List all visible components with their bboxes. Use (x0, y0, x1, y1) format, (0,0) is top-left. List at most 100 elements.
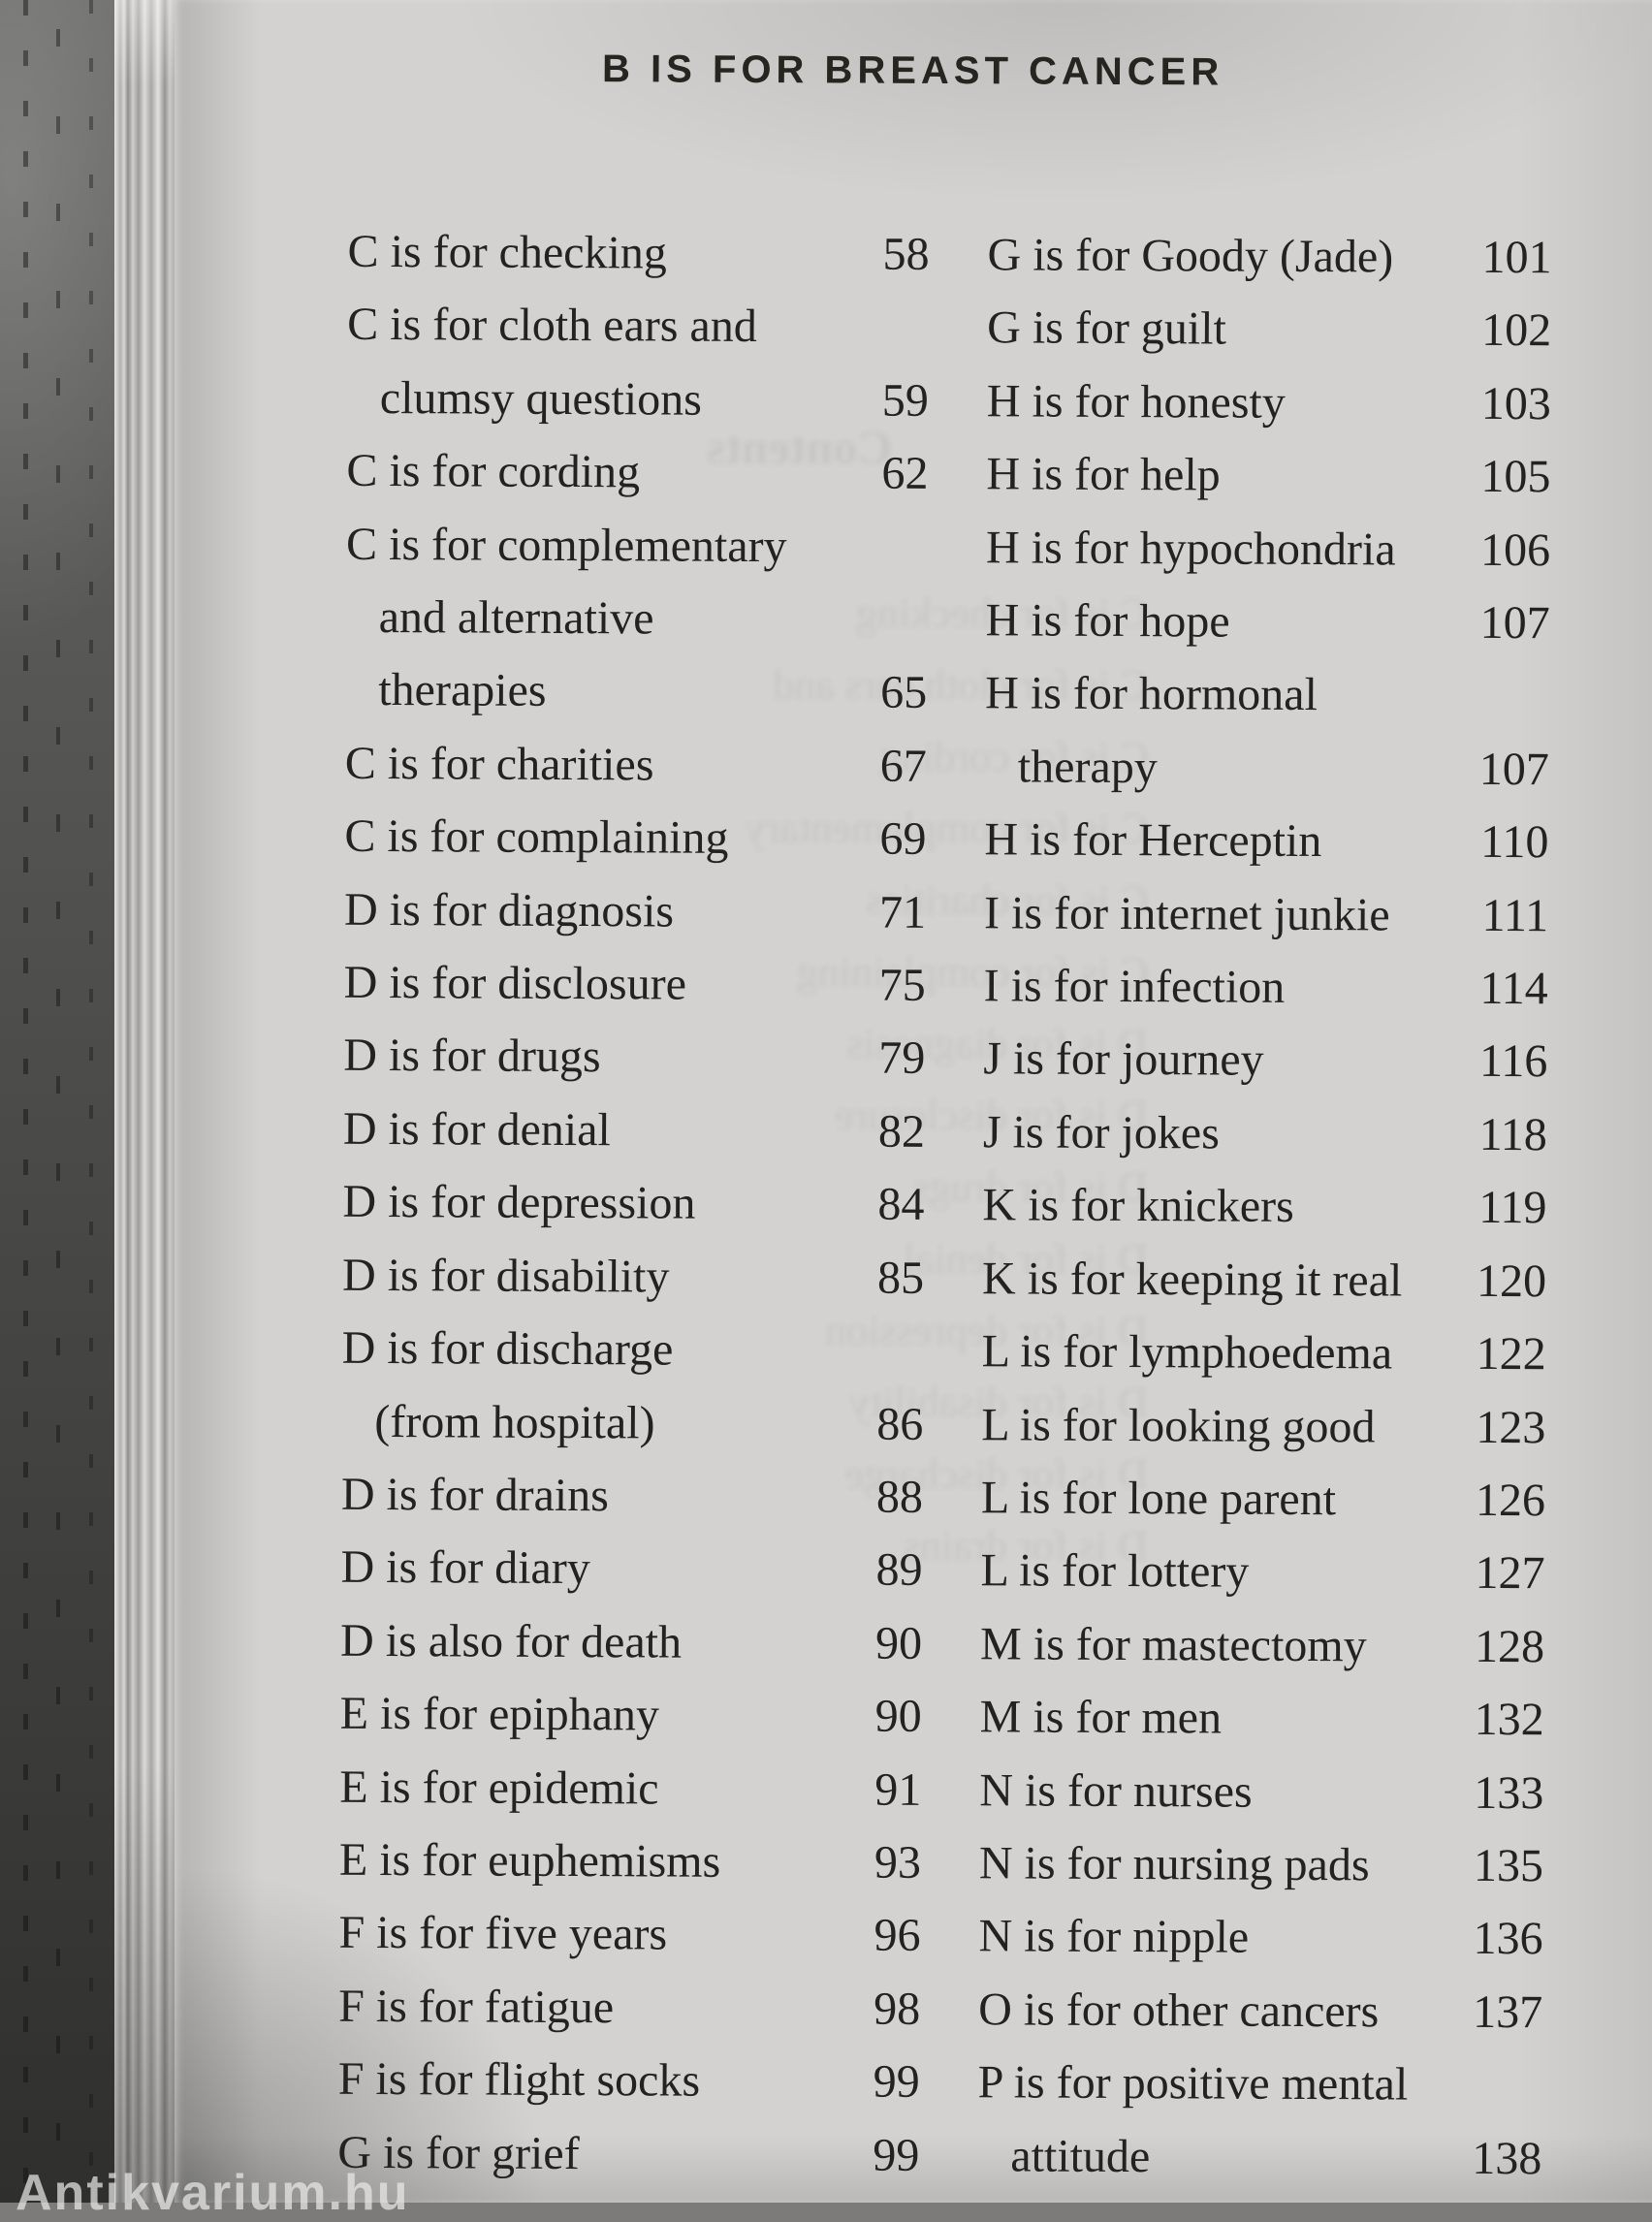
toc-entry: C is for complaining 69 (344, 800, 926, 876)
toc-line: L is for lottery 127 (980, 1535, 1544, 1610)
toc-entry-page: 118 (1478, 1108, 1548, 1161)
toc-entry-page: 99 (873, 2129, 920, 2181)
toc-entry-text: G is for Goody (Jade) (987, 229, 1394, 283)
toc-entry-text: C is for complementary (345, 518, 787, 572)
toc-line: E is for epidemic 91 (339, 1750, 921, 1826)
toc-line: G is for guilt 102 (987, 292, 1551, 367)
toc-entry: K is for knickers 119 (982, 1169, 1546, 1245)
toc-entry-page: 84 (877, 1178, 925, 1231)
toc-entry-text: (from hospital) (374, 1395, 655, 1448)
toc-entry: I is for infection 114 (983, 949, 1548, 1025)
toc-entry-page: 128 (1474, 1620, 1545, 1672)
toc-entry-text: O is for other cancers (978, 1983, 1380, 2038)
toc-entry-text: C is for complaining (344, 810, 729, 865)
toc-entry-page: 136 (1473, 1913, 1543, 1965)
toc-entry: C is for charities 67 (345, 727, 927, 804)
toc-line: D is for drugs 79 (343, 1019, 925, 1095)
toc-line: attitude 138 (977, 2119, 1541, 2195)
toc-entry-page: 116 (1478, 1035, 1548, 1088)
toc-entry: H is for Herceptin 110 (984, 803, 1548, 878)
toc-entry: E is for euphemisms 93 (339, 1824, 921, 1900)
toc-entry-text: D is for diary (340, 1541, 590, 1595)
toc-line: H is for help 105 (986, 437, 1550, 513)
toc-line: F is for five years 96 (338, 1896, 920, 1973)
toc-entry-page: 69 (879, 812, 927, 866)
toc-line: N is for nursing pads 135 (979, 1826, 1543, 1902)
toc-line: C is for charities 67 (345, 727, 927, 804)
toc-entry: D is for diagnosis 71 (344, 873, 926, 949)
toc-entry: N is for nurses 133 (979, 1754, 1543, 1829)
toc-line: H is for hormonal (985, 657, 1549, 733)
toc-entry: H is for hope 107 (985, 584, 1550, 659)
toc-line: O is for other cancers 137 (978, 1973, 1542, 2048)
toc-entry: L is for lone parent 126 (981, 1461, 1545, 1537)
toc-entry: L is for lottery 127 (980, 1535, 1544, 1610)
toc-line: D is for disability 85 (342, 1238, 924, 1315)
toc-entry-text: D is for disclosure (343, 956, 687, 1010)
toc-entry-text: L is for looking good (981, 1398, 1376, 1452)
toc-line: F is for flight socks 99 (338, 2043, 920, 2119)
watermark: Antikvarium.hu (16, 2165, 410, 2221)
toc-entry: I is for internet junkie 111 (984, 876, 1548, 952)
toc-entry: K is for keeping it real 120 (982, 1242, 1546, 1317)
toc-line: K is for keeping it real 120 (982, 1242, 1546, 1317)
toc-line: therapies 65 (345, 653, 927, 730)
toc-entry: N is for nipple 136 (978, 1900, 1542, 1976)
toc-entry-text: H is for Herceptin (984, 813, 1322, 868)
toc-entry-text: H is for help (986, 448, 1221, 501)
toc-entry-text: G is for guilt (987, 302, 1227, 355)
book-page (175, 0, 1652, 2203)
toc-entry-page: 111 (1481, 889, 1549, 941)
toc-entry-page: 133 (1474, 1766, 1544, 1819)
toc-entry: G is for guilt 102 (987, 292, 1551, 367)
toc-entry-text: and alternative (378, 590, 654, 645)
toc-entry-text: C is for cloth ears and (347, 299, 757, 353)
toc-entry-page: 103 (1480, 377, 1551, 430)
toc-line: therapy 107 (985, 730, 1549, 806)
toc-entry: D is for denial 82 (343, 1093, 925, 1169)
toc-line: clumsy questions 59 (347, 362, 929, 438)
toc-entry: D is for diary 89 (340, 1531, 922, 1607)
toc-entry-text: C is for charities (344, 737, 654, 791)
toc-line: D is for depression 84 (342, 1165, 924, 1242)
toc-entry-text: E is for epiphany (339, 1687, 660, 1741)
toc-line: K is for knickers 119 (982, 1169, 1546, 1245)
toc-entry-page: 135 (1473, 1839, 1544, 1892)
toc-entry: D is for depression 84 (342, 1165, 924, 1242)
toc-line: N is for nurses 133 (979, 1754, 1543, 1829)
toc-entry-page: 106 (1479, 524, 1551, 576)
toc-line: D is for diagnosis 71 (344, 873, 926, 949)
toc-entry-text: I is for infection (983, 960, 1286, 1013)
toc-entry-text: D is also for death (340, 1614, 683, 1668)
toc-entry: D is for disclosure 75 (343, 946, 926, 1023)
toc-line: M is for men 132 (980, 1680, 1544, 1756)
toc-entry: N is for nursing pads 135 (979, 1826, 1543, 1902)
toc-line: F is for fatigue 98 (338, 1970, 920, 2047)
toc-entry-page: 107 (1478, 743, 1549, 796)
toc-line: D is also for death 90 (340, 1603, 922, 1680)
toc-entry-text: J is for journey (983, 1032, 1264, 1087)
toc-entry-page: 102 (1481, 304, 1552, 357)
toc-entry-text: I is for internet junkie (983, 886, 1390, 941)
toc-entry-text: H is for hypochondria (985, 521, 1396, 576)
toc-entry: F is for five years 96 (338, 1896, 920, 1973)
toc-entry: D is also for death 90 (340, 1603, 922, 1680)
toc-line: C is for complaining 69 (344, 800, 926, 876)
toc-entry-text: K is for keeping it real (981, 1252, 1403, 1307)
toc-entry-text: D is for diagnosis (343, 883, 675, 937)
toc-entry-text: H is for hormonal (985, 667, 1318, 721)
toc-line: E is for epiphany 90 (340, 1677, 922, 1754)
toc-entry-text: F is for five years (338, 1907, 668, 1960)
surface-texture (89, 0, 93, 2203)
toc-line: I is for infection 114 (983, 949, 1548, 1025)
toc-entry: D is for drains 88 (341, 1458, 923, 1535)
toc-entry-page: 90 (874, 1617, 923, 1669)
toc-entry-text: K is for knickers (982, 1179, 1294, 1233)
toc-line: D is for disclosure 75 (343, 946, 926, 1023)
toc-line: C is for complementary (346, 507, 928, 584)
toc-entry: H is for hormonal therapy 107 (985, 657, 1550, 807)
toc-entry-text: M is for men (979, 1691, 1223, 1744)
toc-entry: C is for complementary and alternative the… (345, 507, 928, 729)
toc-entry-text: E is for euphemisms (338, 1833, 721, 1888)
toc-column-right: G is for Goody (Jade) 101 G is for guilt 10… (977, 218, 1552, 2195)
